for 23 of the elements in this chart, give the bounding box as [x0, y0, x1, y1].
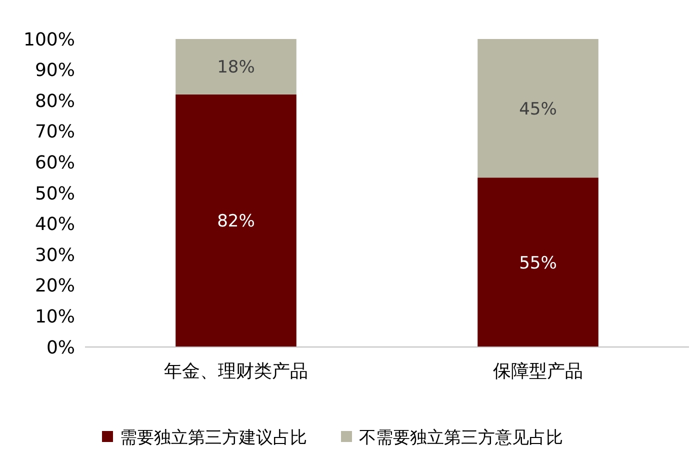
y-tick-label: 70% — [34, 122, 75, 143]
y-tick-label: 0% — [46, 337, 75, 358]
data-label: 18% — [217, 58, 255, 78]
legend-label: 需要独立第三方建议占比 — [120, 428, 307, 448]
x-tick-label: 保障型产品 — [493, 361, 583, 382]
y-tick-label: 30% — [34, 244, 75, 266]
y-tick-label: 10% — [34, 306, 75, 328]
data-label: 45% — [519, 99, 557, 120]
y-tick-label: 60% — [34, 152, 75, 174]
y-tick-label: 40% — [34, 214, 75, 236]
y-tick-label: 20% — [34, 276, 75, 297]
bar — [478, 39, 598, 178]
legend-label: 不需要独立第三方意见占比 — [359, 428, 563, 448]
y-tick-label: 50% — [34, 183, 75, 204]
bar — [176, 94, 296, 347]
bar — [176, 39, 296, 94]
data-label: 82% — [217, 212, 255, 232]
x-tick-label: 年金、理财类产品 — [164, 361, 308, 382]
y-tick-label: 80% — [34, 90, 75, 112]
data-label: 55% — [519, 253, 557, 274]
y-tick-label: 100% — [24, 29, 75, 50]
y-tick-label: 90% — [34, 60, 75, 82]
bar — [478, 178, 598, 347]
